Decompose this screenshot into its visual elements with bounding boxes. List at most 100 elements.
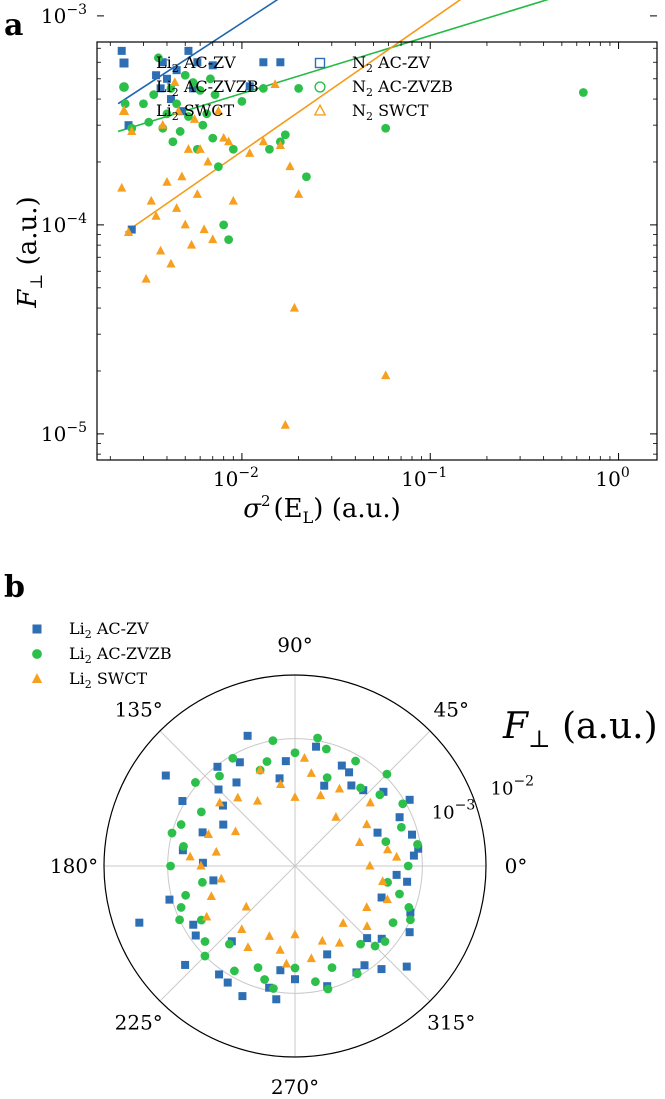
polar-data-point (215, 797, 225, 807)
data-point (265, 144, 274, 154)
legend-label: Li2 SWCT (69, 669, 147, 691)
polar-data-point (276, 966, 285, 975)
data-point (124, 121, 133, 130)
data-point (195, 86, 205, 95)
data-point (193, 58, 202, 67)
polar-data-point (413, 839, 422, 849)
polar-data-point (264, 931, 274, 940)
data-point (224, 235, 234, 245)
polar-data-point (316, 790, 326, 800)
polar-data-point (370, 941, 380, 951)
polar-data-point (323, 984, 333, 994)
polar-data-point (176, 903, 186, 912)
polar-data-point (181, 890, 191, 900)
data-point (162, 109, 172, 119)
polar-data-point (191, 778, 200, 787)
polar-data-point (398, 799, 408, 809)
data-point (152, 71, 161, 80)
data-point (228, 195, 238, 205)
data-point (151, 211, 161, 220)
data-point (208, 133, 218, 143)
polar-data-point (268, 984, 278, 993)
legend-marker (314, 57, 326, 69)
data-point (224, 136, 234, 146)
polar-data-point (272, 995, 281, 1004)
polar-data-point (166, 861, 175, 871)
polar-data-point (395, 813, 404, 822)
x-tick-label: 100 (595, 465, 629, 491)
polar-data-point (408, 830, 417, 839)
data-point (195, 144, 205, 153)
polar-series-li2-ac-zv (135, 731, 423, 1004)
panel-b-outer-circle (103, 674, 487, 1058)
fit-line (117, 0, 549, 133)
polar-data-point (135, 918, 144, 927)
panel-a-frame (96, 41, 658, 461)
polar-data-point (354, 837, 365, 847)
polar-data-point (306, 768, 316, 777)
polar-data-point (331, 812, 341, 821)
polar-data-point (290, 929, 300, 939)
data-point (202, 109, 212, 119)
data-point (158, 119, 168, 129)
polar-data-point (323, 950, 332, 959)
polar-data-point (310, 977, 320, 987)
data-point (302, 172, 311, 182)
angle-tick-label: 90° (277, 633, 312, 657)
polar-data-point (243, 942, 253, 951)
polar-data-point (337, 761, 346, 770)
data-point (280, 420, 290, 429)
polar-data-point (380, 937, 390, 946)
polar-data-point (290, 748, 300, 758)
polar-data-point (362, 902, 372, 911)
data-point (259, 58, 268, 67)
panel-b-radial-labels: 10−3 10−2 (432, 773, 534, 823)
panel-a-label: a (4, 8, 23, 43)
data-point (120, 99, 130, 109)
polar-data-point (232, 778, 241, 787)
polar-data-point (404, 903, 414, 912)
panel-b-grid (104, 675, 486, 1057)
data-point (219, 132, 229, 142)
panel-a-xlabel: σ2 (EL) (a.u.) (243, 492, 401, 527)
data-point (172, 66, 181, 75)
polar-data-point (352, 969, 362, 979)
polar-data-point (313, 733, 322, 743)
polar-data-point (181, 960, 190, 969)
data-point (184, 112, 193, 121)
polar-data-point (396, 822, 406, 832)
series-li2-ac-zv (117, 46, 285, 234)
data-point (172, 99, 182, 109)
data-point (156, 245, 166, 255)
y-tick-label: 10−4 (41, 211, 87, 237)
polar-data-point (198, 828, 207, 837)
polar-data-point (356, 939, 365, 949)
polar-data-point (213, 762, 222, 771)
polar-data-point (402, 962, 411, 971)
fit-line (117, 0, 279, 105)
data-point (210, 90, 220, 100)
polar-data-point (291, 975, 299, 984)
legend-label: N2 SWCT (352, 101, 429, 123)
panel-b-polar-plot: 0° 45° 90° 135° 180° 225° 270° 315° 10−3 10−2 (50, 633, 534, 1099)
polar-data-point (327, 963, 337, 973)
angle-tick-label: 315° (427, 1010, 475, 1034)
polar-data-point (317, 935, 327, 945)
data-point (177, 107, 186, 116)
data-point (381, 370, 391, 380)
data-point (258, 136, 268, 146)
polar-data-point (235, 758, 244, 767)
polar-data-point (392, 851, 402, 861)
angle-gridline (159, 865, 296, 1002)
angle-tick-label: 180° (50, 854, 98, 878)
polar-data-point (191, 931, 200, 940)
polar-data-point (196, 860, 206, 870)
data-point (213, 162, 223, 172)
polar-data-point (179, 841, 188, 851)
polar-data-point (198, 858, 207, 867)
legend-label: Li2 AC-ZV (69, 619, 149, 641)
polar-data-point (189, 920, 198, 929)
panel-b-title: F⊥ (a.u.) (502, 706, 658, 753)
